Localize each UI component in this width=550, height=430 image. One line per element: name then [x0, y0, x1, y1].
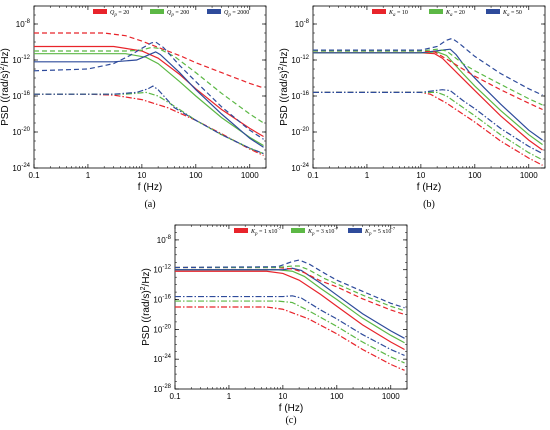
- panel-b: 0.1 1 10 100 1000 10-8 10-12 10-16 10-20 10-24 f (…: [278, 5, 546, 210]
- x-tick-label: 10: [137, 171, 146, 180]
- legend-entry: Kp = 3 x10-7: [307, 226, 339, 237]
- series-line: [175, 300, 405, 364]
- series-line: [313, 91, 543, 166]
- x-axis-label: f (Hz): [279, 403, 303, 414]
- legend-swatch: [429, 9, 443, 14]
- x-tick-label: 1: [86, 171, 91, 180]
- series-line: [175, 267, 405, 339]
- x-tick-label: 100: [330, 392, 344, 401]
- series-line: [313, 89, 543, 155]
- panel-label: (a): [144, 199, 155, 210]
- legend-entry: Kp = 5 x10-7: [364, 226, 396, 237]
- legend-swatch: [207, 9, 221, 14]
- legend-swatch: [150, 9, 164, 14]
- plot-frame: [33, 5, 267, 169]
- legend: Qp = 20 Qp = 200 Qp = 2000: [93, 9, 249, 18]
- y-axis-label: PSD ((rad/s)2/Hz): [278, 48, 290, 126]
- legend: Ka = 10 Ka = 20 Ka = 50: [372, 9, 522, 18]
- legend-entry: Kp = 1 x10-7: [250, 226, 282, 237]
- panel-c: 0.1 1 10 100 1000 10-8 10-12 10-16 10-20 10-24 10-…: [140, 224, 408, 426]
- y-tick-label: 10-8: [16, 19, 31, 29]
- series-line: [34, 91, 264, 155]
- legend-swatch: [372, 9, 386, 14]
- legend-swatch: [93, 9, 107, 14]
- series-line: [313, 91, 543, 161]
- series-line: [313, 48, 543, 141]
- x-tick-label: 0.1: [307, 171, 319, 180]
- series-line: [313, 48, 543, 106]
- series-line: [175, 269, 405, 344]
- legend-entry: Ka = 10: [388, 10, 408, 18]
- x-tick-label: 100: [189, 171, 203, 180]
- x-tick-label: 1: [365, 171, 370, 180]
- legend-entry: Qp = 2000: [224, 10, 249, 18]
- plot-frame: [312, 5, 546, 169]
- series-line: [313, 50, 543, 111]
- x-tick-label: 1000: [382, 392, 400, 401]
- x-tick-label: 0.1: [169, 392, 181, 401]
- panel-label: (c): [285, 415, 296, 426]
- legend-entry: Qp = 20: [110, 10, 129, 18]
- y-axis-label: PSD ((rad/s)2/Hz): [140, 268, 152, 346]
- x-tick-label: 1000: [520, 171, 538, 180]
- series-line: [313, 52, 543, 151]
- x-axis-label: f (Hz): [417, 182, 441, 193]
- series-line: [34, 32, 264, 89]
- y-tick-label: 10-20: [153, 324, 171, 334]
- legend-swatch: [234, 228, 248, 233]
- series-line: [175, 295, 405, 357]
- legend: Kp = 1 x10-7 Kp = 3 x10-7 Kp = 5 x10-7: [234, 226, 396, 237]
- legend-swatch: [291, 228, 305, 233]
- y-tick-label: 10-28: [153, 384, 171, 394]
- legend-entry: Ka = 20: [445, 10, 465, 18]
- y-tick-label: 10-24: [291, 163, 309, 173]
- x-tick-label: 1000: [241, 171, 259, 180]
- series-line: [34, 51, 264, 148]
- y-tick-label: 10-12: [291, 55, 309, 65]
- x-tick-label: 1: [227, 392, 232, 401]
- series-line: [175, 266, 405, 316]
- y-tick-label: 10-24: [153, 354, 171, 364]
- series-line: [33, 41, 264, 140]
- series-line: [313, 51, 543, 146]
- x-tick-label: 0.1: [28, 171, 40, 180]
- y-tick-label: 10-16: [153, 295, 171, 305]
- legend-swatch: [348, 228, 362, 233]
- legend-entry: Ka = 50: [502, 10, 522, 18]
- legend-swatch: [486, 9, 500, 14]
- series-line: [175, 306, 405, 371]
- y-axis-label: PSD ((rad/s)2/Hz): [0, 48, 11, 126]
- series-line: [34, 46, 264, 124]
- y-tick-label: 10-12: [153, 265, 171, 275]
- y-tick-label: 10-16: [12, 91, 30, 101]
- series-line: [175, 265, 405, 312]
- series-line: [34, 85, 264, 155]
- y-tick-label: 10-12: [12, 55, 30, 65]
- series-line: [175, 270, 405, 351]
- legend-entry: Qp = 200: [167, 10, 189, 18]
- series-line: [313, 37, 543, 96]
- y-tick-label: 10-16: [291, 91, 309, 101]
- y-tick-label: 10-24: [12, 163, 30, 173]
- series-line: [174, 259, 405, 309]
- series-line: [34, 93, 264, 156]
- x-tick-label: 100: [468, 171, 482, 180]
- panel-a: 0.1 1 10 100 1000 10-8 10-12 10-16 10-20 10-24 f (…: [0, 5, 267, 210]
- series-line: [34, 53, 264, 147]
- x-tick-label: 10: [278, 392, 287, 401]
- y-tick-label: 10-20: [12, 127, 30, 137]
- x-tick-label: 10: [416, 171, 425, 180]
- y-tick-label: 10-8: [157, 235, 172, 245]
- x-axis-label: f (Hz): [138, 182, 162, 193]
- y-tick-label: 10-20: [291, 127, 309, 137]
- panel-label: (b): [423, 199, 435, 210]
- y-tick-label: 10-8: [295, 19, 310, 29]
